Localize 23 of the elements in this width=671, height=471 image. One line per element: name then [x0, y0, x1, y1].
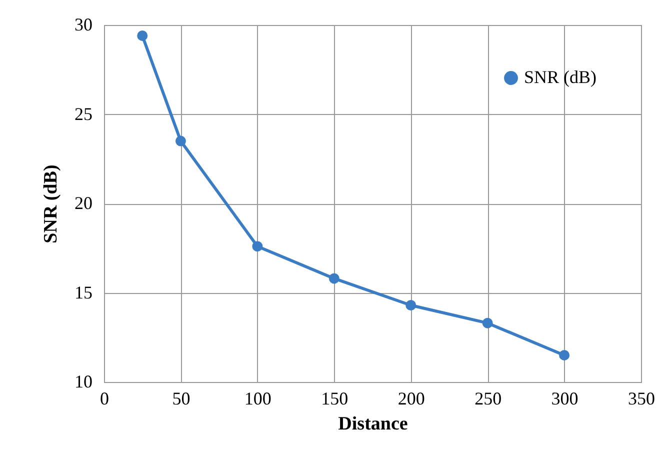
point — [137, 30, 148, 41]
point — [406, 300, 416, 310]
x-tick-label: 300 — [551, 388, 578, 408]
x-axis-title: Distance — [338, 414, 408, 434]
point — [559, 350, 570, 360]
y-axis-title: SNR (dB) — [40, 164, 62, 244]
x-tick-label: 350 — [628, 388, 655, 408]
point — [252, 241, 263, 252]
legend-label: SNR (dB) — [524, 67, 597, 87]
x-tick-label: 0 — [100, 388, 109, 408]
x-tick-label: 200 — [398, 388, 425, 408]
y-tick-label: 20 — [74, 193, 92, 213]
x-tick-label: 100 — [244, 388, 272, 408]
y-tick-label: 15 — [74, 282, 92, 302]
x-tick-label: 150 — [321, 388, 348, 408]
y-tick-label: 25 — [74, 104, 92, 124]
y-tick-label: 30 — [74, 14, 92, 34]
point — [175, 136, 186, 146]
y-tick-label: 10 — [74, 372, 92, 392]
x-tick-label: 50 — [172, 388, 190, 408]
point — [482, 318, 493, 328]
x-tick-label: 250 — [474, 388, 502, 408]
point — [328, 273, 340, 284]
